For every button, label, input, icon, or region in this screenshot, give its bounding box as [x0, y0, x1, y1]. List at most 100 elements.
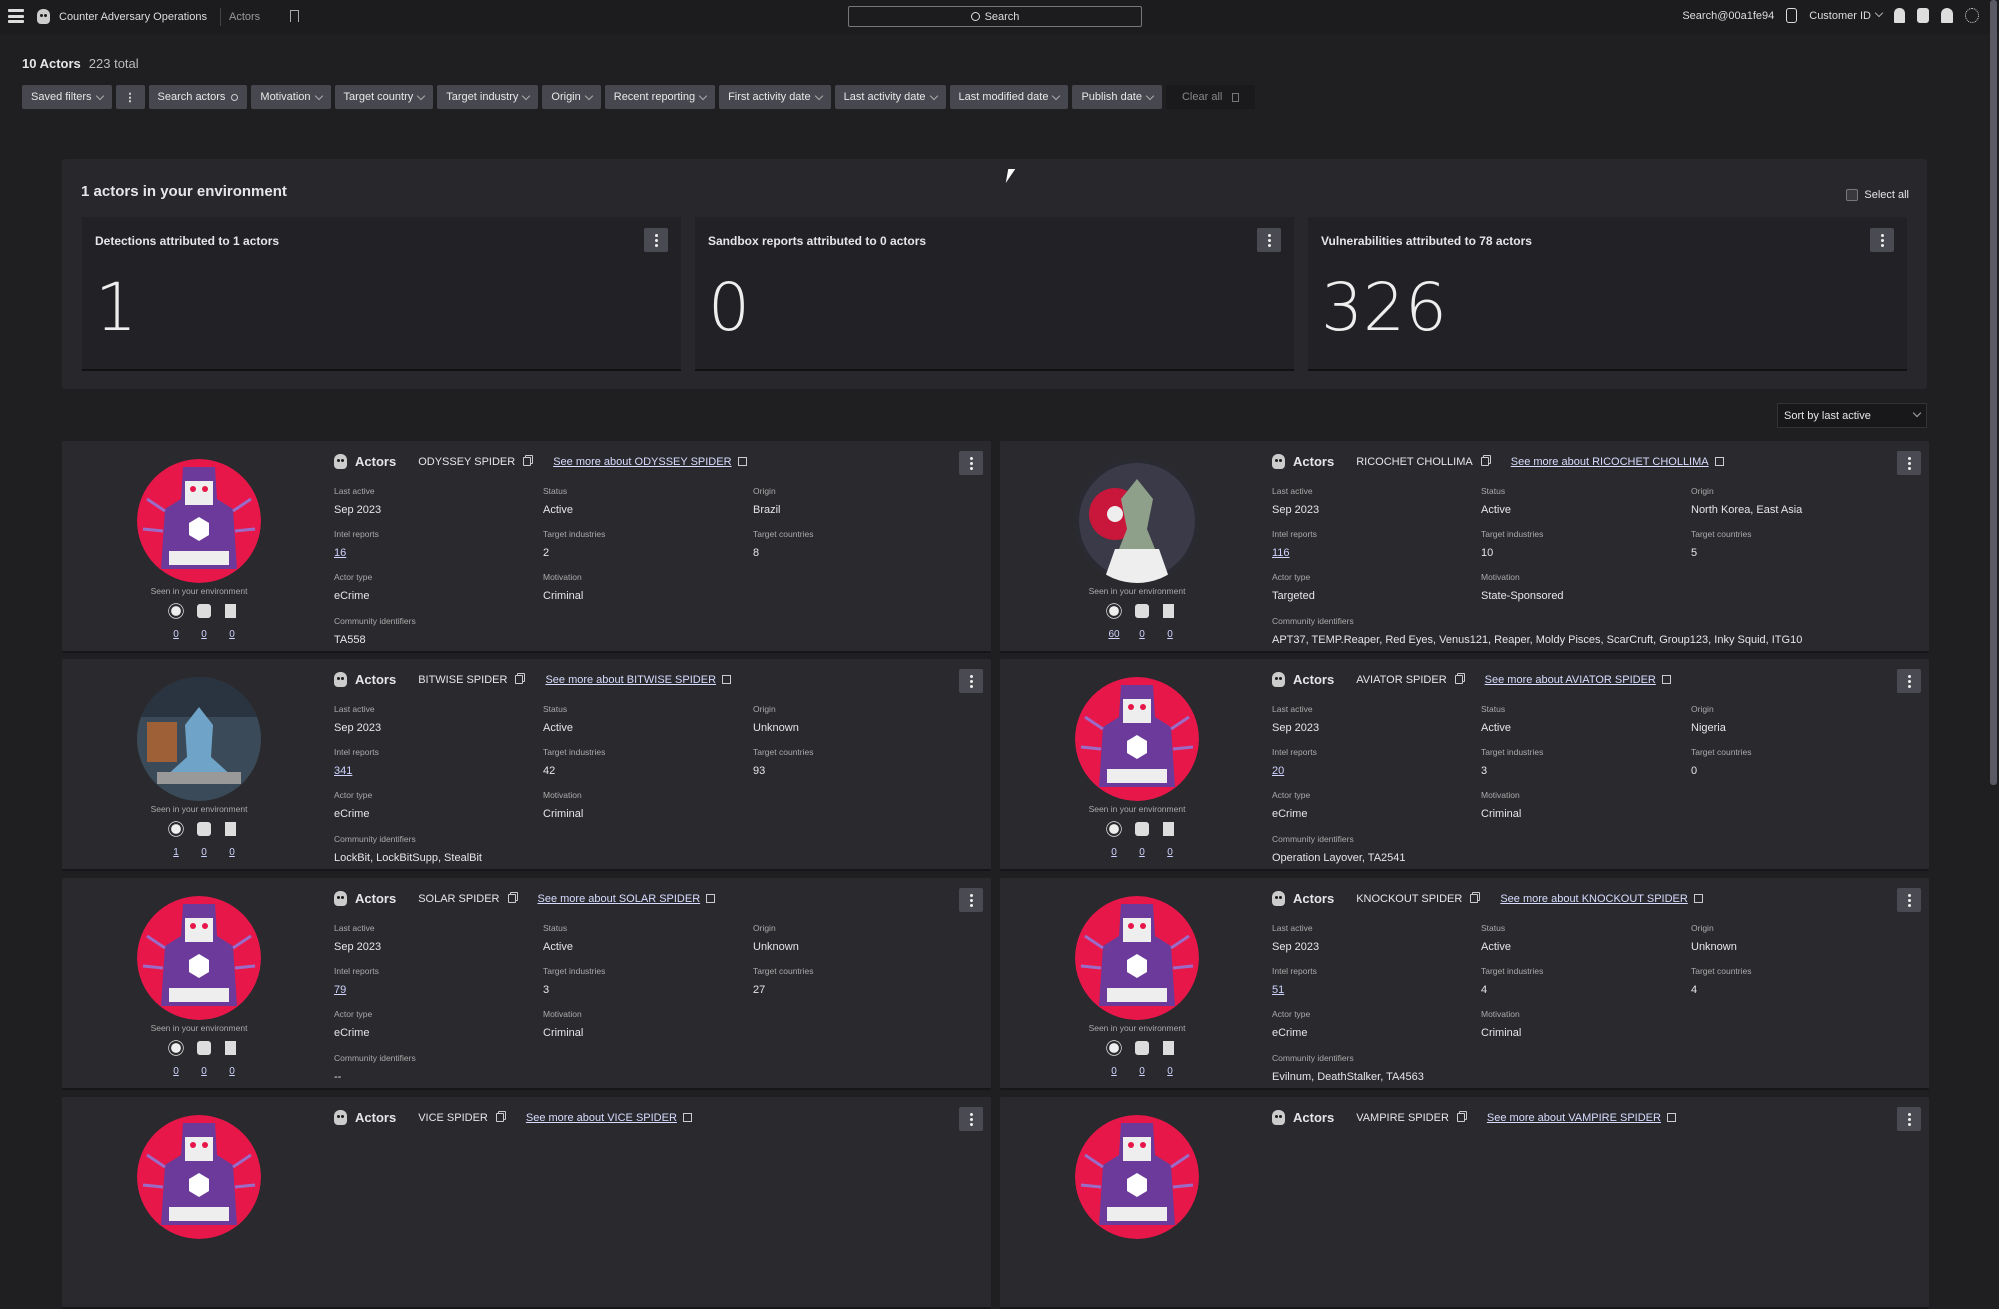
intel-reports-link[interactable]: 116	[1272, 547, 1290, 559]
more-options-icon[interactable]	[1897, 888, 1921, 912]
see-more-link[interactable]: See more about AVIATOR SPIDER	[1485, 674, 1656, 686]
actor-avatar[interactable]	[1075, 677, 1199, 801]
filter-origin[interactable]: Origin	[542, 85, 601, 109]
see-more-link[interactable]: See more about VAMPIRE SPIDER	[1487, 1112, 1661, 1124]
see-more-link[interactable]: See more about BITWISE SPIDER	[545, 674, 716, 686]
filter-target-industry[interactable]: Target industry	[437, 85, 539, 109]
external-link-icon[interactable]	[706, 894, 716, 903]
actor-avatar[interactable]	[137, 677, 261, 801]
seen-count-link[interactable]: 0	[1139, 629, 1145, 640]
more-options-icon[interactable]	[959, 669, 983, 693]
actor-avatar[interactable]	[137, 1115, 261, 1239]
copy-icon[interactable]	[507, 894, 516, 903]
seen-count-link[interactable]: 0	[173, 1066, 179, 1077]
bookmark-icon[interactable]	[290, 10, 299, 22]
server-icon[interactable]	[1786, 8, 1798, 23]
messages-icon[interactable]	[1917, 8, 1929, 23]
select-all-checkbox[interactable]	[1846, 189, 1859, 201]
seen-count-link[interactable]: 0	[1111, 847, 1117, 858]
actor-card[interactable]: Actors VAMPIRE SPIDER See more about VAMPI…	[1000, 1097, 1929, 1309]
more-options-icon[interactable]	[1257, 228, 1281, 252]
actor-card[interactable]: Actors BITWISE SPIDER See more about BITWI…	[62, 659, 991, 871]
copy-icon[interactable]	[1480, 457, 1489, 466]
intel-reports-link[interactable]: 51	[1272, 984, 1285, 996]
external-link-icon[interactable]	[722, 675, 732, 684]
seen-count-link[interactable]: 0	[201, 1066, 207, 1077]
clear-all-button[interactable]: Clear all	[1165, 85, 1256, 109]
select-all[interactable]: Select all	[1846, 189, 1909, 201]
global-search[interactable]: Search	[848, 6, 1142, 27]
external-link-icon[interactable]	[1693, 894, 1703, 903]
actor-avatar[interactable]	[1075, 459, 1199, 583]
actor-card[interactable]: Actors RICOCHET CHOLLIMA See more about RI…	[1000, 441, 1929, 653]
intel-reports-link[interactable]: 79	[334, 984, 347, 996]
app-name[interactable]: Counter Adversary Operations	[59, 11, 207, 23]
seen-count-link[interactable]: 0	[1167, 629, 1173, 640]
actor-card[interactable]: Actors AVIATOR SPIDER See more about AVIAT…	[1000, 659, 1929, 871]
more-options-icon[interactable]	[959, 888, 983, 912]
see-more-link[interactable]: See more about SOLAR SPIDER	[538, 893, 701, 905]
actor-card[interactable]: Actors VICE SPIDER See more about VICE SPI…	[62, 1097, 991, 1309]
seen-count-link[interactable]: 0	[173, 629, 179, 640]
filter-search-actors[interactable]: Search actors	[148, 85, 248, 109]
actor-avatar[interactable]	[1075, 1115, 1199, 1239]
actor-card[interactable]: Actors KNOCKOUT SPIDER See more about KNOC…	[1000, 878, 1929, 1090]
actor-avatar[interactable]	[137, 459, 261, 583]
seen-count-link[interactable]: 1	[173, 847, 179, 858]
filter-first-activity-date[interactable]: First activity date	[719, 85, 831, 109]
customer-id-dropdown[interactable]: Customer ID	[1809, 8, 1884, 22]
filter-recent-reporting[interactable]: Recent reporting	[604, 85, 716, 109]
seen-count-link[interactable]: 0	[1111, 1066, 1117, 1077]
sort-dropdown[interactable]: Sort by last active	[1777, 403, 1927, 428]
see-more-link[interactable]: See more about KNOCKOUT SPIDER	[1500, 893, 1688, 905]
user-icon[interactable]	[1941, 8, 1953, 23]
seen-count-link[interactable]: 0	[1139, 1066, 1145, 1077]
intel-reports-link[interactable]: 16	[334, 547, 347, 559]
seen-count-link[interactable]: 0	[229, 847, 235, 858]
copy-icon[interactable]	[1456, 1113, 1465, 1122]
filter-last-activity-date[interactable]: Last activity date	[834, 85, 946, 109]
seen-count-link[interactable]: 60	[1108, 629, 1120, 640]
seen-count-link[interactable]: 0	[1139, 847, 1145, 858]
filter-target-country[interactable]: Target country	[334, 85, 434, 109]
see-more-link[interactable]: See more about ODYSSEY SPIDER	[553, 456, 731, 468]
intel-reports-link[interactable]: 341	[334, 765, 353, 777]
copy-icon[interactable]	[515, 675, 524, 684]
actor-avatar[interactable]	[137, 896, 261, 1020]
see-more-link[interactable]: See more about RICOCHET CHOLLIMA	[1511, 456, 1709, 468]
actor-card[interactable]: Actors ODYSSEY SPIDER See more about ODYSS…	[62, 441, 991, 653]
sun-theme-icon[interactable]	[1965, 8, 1979, 23]
hamburger-menu-icon[interactable]	[8, 9, 24, 23]
more-options-icon[interactable]	[959, 1107, 983, 1131]
user-account[interactable]: Search@00a1fe94	[1682, 9, 1775, 22]
external-link-icon[interactable]	[1714, 457, 1724, 466]
copy-icon[interactable]	[1454, 675, 1463, 684]
filter-last-modified-date[interactable]: Last modified date	[949, 85, 1069, 109]
bell-icon[interactable]	[1894, 8, 1905, 23]
external-link-icon[interactable]	[737, 457, 747, 466]
more-options-icon[interactable]	[959, 451, 983, 475]
see-more-link[interactable]: See more about VICE SPIDER	[526, 1112, 677, 1124]
filter-publish-date[interactable]: Publish date	[1072, 85, 1162, 109]
copy-icon[interactable]	[495, 1113, 504, 1122]
more-options-icon[interactable]	[644, 228, 668, 252]
intel-reports-link[interactable]: 20	[1272, 765, 1285, 777]
seen-count-link[interactable]: 0	[201, 847, 207, 858]
more-options-icon[interactable]	[1897, 451, 1921, 475]
external-link-icon[interactable]	[1666, 1113, 1676, 1122]
copy-icon[interactable]	[1470, 894, 1479, 903]
more-options-icon[interactable]	[1897, 1107, 1921, 1131]
actor-avatar[interactable]	[1075, 896, 1199, 1020]
copy-icon[interactable]	[523, 457, 532, 466]
seen-count-link[interactable]: 0	[1167, 847, 1173, 858]
scrollbar[interactable]	[1990, 0, 1997, 785]
actor-card[interactable]: Actors SOLAR SPIDER See more about SOLAR S…	[62, 878, 991, 1090]
more-options-icon[interactable]	[1897, 669, 1921, 693]
more-options-icon[interactable]	[1870, 228, 1894, 252]
filter-saved-filters[interactable]: Saved filters	[22, 85, 112, 109]
seen-count-link[interactable]: 0	[229, 629, 235, 640]
external-link-icon[interactable]	[682, 1113, 692, 1122]
seen-count-link[interactable]: 0	[201, 629, 207, 640]
seen-count-link[interactable]: 0	[229, 1066, 235, 1077]
filter-options-button[interactable]: ⋮	[115, 85, 145, 109]
